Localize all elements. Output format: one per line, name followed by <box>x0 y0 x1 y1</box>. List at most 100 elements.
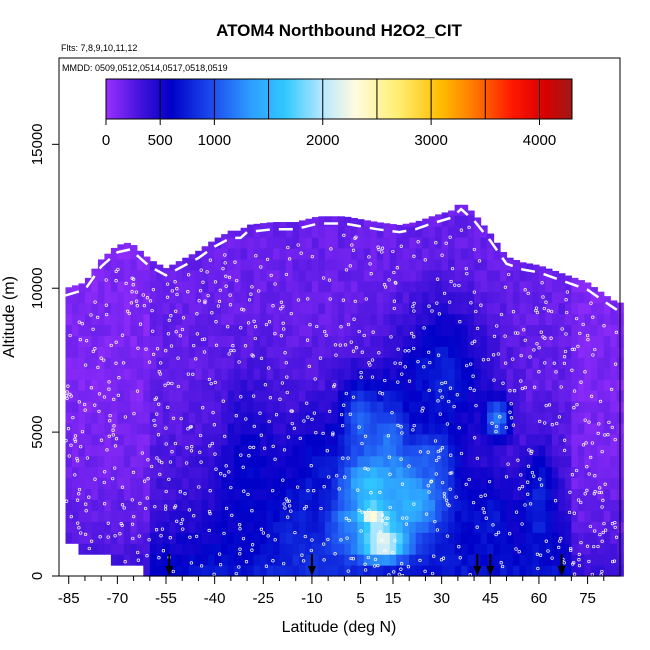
track-point <box>427 490 431 494</box>
curtain-cell <box>260 455 268 468</box>
track-point <box>145 554 149 558</box>
curtain-cell <box>311 302 320 315</box>
curtain-cell <box>532 313 540 326</box>
colorbar-tick-label: 2000 <box>306 132 339 149</box>
curtain-cell <box>305 510 313 522</box>
curtain-cell <box>435 346 443 358</box>
curtain-cell <box>409 357 417 369</box>
curtain-cell <box>279 258 287 271</box>
curtain-cell <box>253 422 261 435</box>
track-point <box>79 531 83 535</box>
curtain-cell <box>143 313 151 326</box>
curtain-cell <box>402 269 410 282</box>
track-point <box>349 556 353 561</box>
curtain-cell <box>597 335 605 347</box>
track-point <box>389 335 393 339</box>
curtain-cell <box>162 368 170 380</box>
curtain-cell <box>201 455 209 468</box>
curtain-cell <box>149 532 157 544</box>
curtain-cell <box>487 466 495 479</box>
curtain-cell <box>201 488 209 501</box>
curtain-cell <box>493 433 501 446</box>
curtain-cell <box>156 477 164 490</box>
curtain-cell <box>253 466 261 479</box>
curtain-cell <box>610 488 618 501</box>
curtain-cell <box>337 422 345 435</box>
profile-marker-arrow <box>165 566 174 576</box>
track-point <box>289 311 293 316</box>
curtain-cell <box>285 444 294 457</box>
track-point <box>136 558 141 562</box>
track-point <box>558 539 562 543</box>
curtain-cell <box>162 433 170 446</box>
track-point <box>105 448 109 452</box>
curtain-cell <box>311 422 320 435</box>
curtain-cell <box>441 368 449 380</box>
curtain-cell <box>396 543 404 555</box>
curtain-cell <box>448 532 456 544</box>
curtain-cell <box>493 346 501 358</box>
curtain-cell <box>577 390 585 402</box>
curtain-cell <box>402 223 410 227</box>
track-point <box>157 556 161 560</box>
curtain-cell <box>415 368 423 380</box>
curtain-cell <box>117 324 125 337</box>
x-tick-label: 5 <box>356 590 364 607</box>
curtain-cell <box>331 390 339 402</box>
track-point <box>214 320 218 324</box>
curtain-cell <box>298 444 307 457</box>
curtain-cell <box>558 291 566 304</box>
curtain-cell <box>337 488 345 501</box>
track-point <box>501 381 505 385</box>
curtain-cell <box>305 390 313 402</box>
track-point <box>596 544 600 549</box>
curtain-cell <box>376 226 384 238</box>
curtain-cell <box>182 510 190 522</box>
track-point <box>390 410 394 415</box>
curtain-cell <box>545 390 553 402</box>
curtain-cell <box>331 324 339 337</box>
track-point <box>393 539 397 543</box>
curtain-cell <box>71 499 80 511</box>
curtain-cell <box>78 335 86 347</box>
curtain-cell <box>279 488 287 501</box>
track-point <box>281 304 285 309</box>
curtain-cell <box>577 313 585 326</box>
curtain-cell <box>409 335 417 347</box>
curtain-cell <box>487 488 495 501</box>
curtain-cell <box>396 565 404 577</box>
curtain-cell <box>415 247 423 260</box>
curtain-cell <box>182 444 190 457</box>
curtain-cell <box>285 247 294 260</box>
curtain-cell <box>350 218 358 227</box>
curtain-cell <box>247 510 255 522</box>
track-point <box>481 507 485 511</box>
curtain-cell <box>311 335 320 347</box>
curtain-cell <box>273 357 281 369</box>
track-point <box>117 376 121 380</box>
curtain-cell <box>474 521 482 533</box>
track-point <box>445 422 450 426</box>
curtain-cell <box>571 335 579 347</box>
track-point <box>83 408 87 412</box>
track-point <box>165 295 170 299</box>
curtain-cell <box>110 258 118 271</box>
curtain-cell <box>428 368 436 380</box>
curtain-cell <box>84 455 93 468</box>
track-point <box>346 456 350 460</box>
curtain-cell <box>149 543 157 555</box>
curtain-cell <box>71 335 80 347</box>
track-point <box>210 441 215 446</box>
curtain-cell <box>376 411 384 424</box>
curtain-cell <box>136 280 144 293</box>
track-point <box>479 494 483 499</box>
curtain-cell <box>538 477 547 490</box>
track-point <box>508 389 512 393</box>
curtain-cell <box>448 554 456 566</box>
curtain-cell <box>344 477 352 490</box>
curtain-cell <box>357 357 365 369</box>
curtain-cell <box>195 433 203 446</box>
track-point <box>528 502 533 506</box>
curtain-cell <box>435 313 443 326</box>
track-point <box>93 300 97 304</box>
